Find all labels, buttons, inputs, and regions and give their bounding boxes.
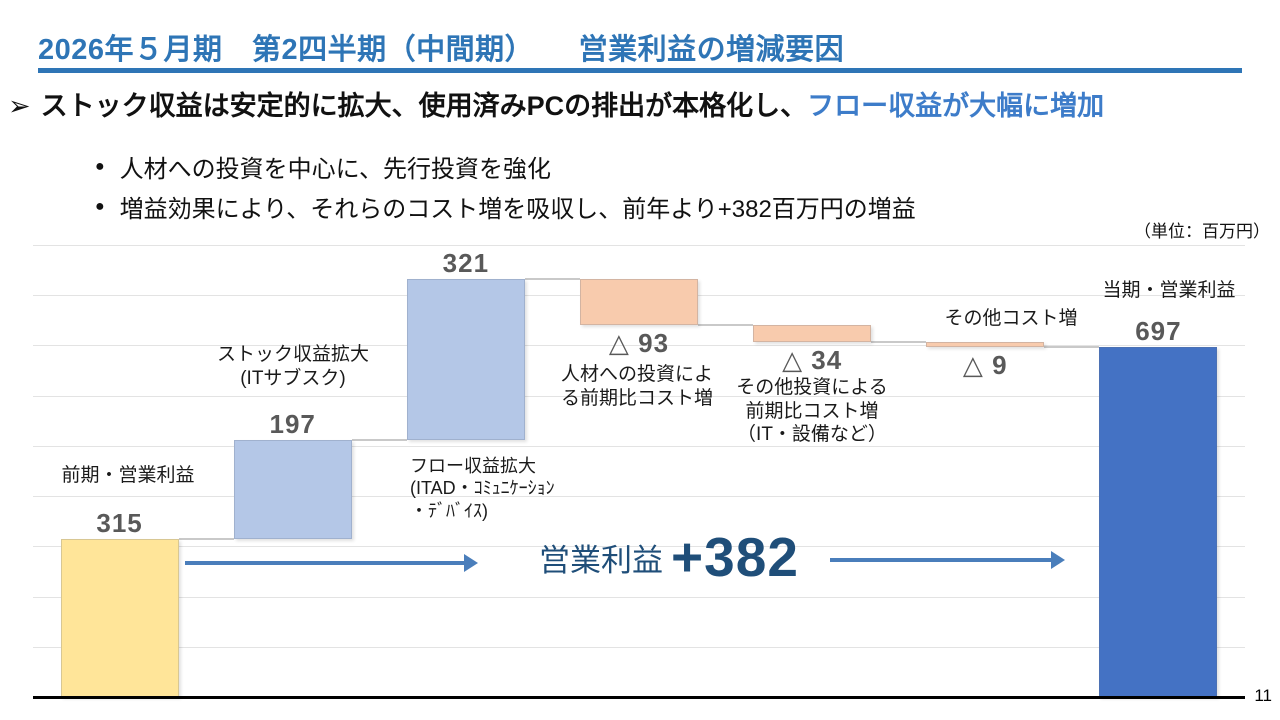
bullet-item: ● 増益効果により、それらのコスト増を吸収し、前年より+382百万円の増益 [95,189,916,224]
x-axis-line [33,696,1245,699]
lead-statement: ➢ ストック収益は安定的に拡大、使用済みPCの排出が本格化し、フロー収益が大幅に… [8,90,1104,124]
waterfall-connector [524,277,580,280]
waterfall-bar [406,278,525,440]
bullet-text: 人材への投資を中心に、先行投資を強化 [119,156,551,183]
bar-category-label: 前期・営業利益 [0,464,288,488]
bar-value-label: △ 9 [962,349,1008,380]
page-title: 2026年５月期 第2四半期（中間期） 営業利益の増減要因 [38,34,845,66]
bullet-text: 増益効果により、それらのコスト増を吸収し、前年より+382百万円の増益 [119,196,916,223]
gridline [33,345,1245,347]
page-number: 11 [1254,686,1272,705]
bar-value-label: 697 [1135,315,1182,346]
waterfall-bar [753,325,872,343]
waterfall-chart: 315 前期・営業利益 197 ストック収益拡大 (ITサブスク) 321 フロー収益拡大(… [33,243,1245,713]
unit-note: （単位：百万円） [1134,222,1270,241]
gridline [33,245,1245,246]
bar-category-label-line: （IT・設備など） [737,424,887,446]
bar-category-label-line: 前期・営業利益 [61,465,195,486]
bar-category-label-line: る前期比コスト増 [560,387,713,409]
waterfall-connector [351,438,407,441]
waterfall-connector [178,537,234,540]
waterfall-bar [926,342,1045,347]
bar-category-label-line: ストック収益拡大 [216,344,369,365]
bar-category-label-line: ・ﾃﾞﾊﾞｲｽ) [410,500,488,521]
bar-category-label-line: 人材への投資によ [560,364,713,385]
title-underline [38,68,1242,73]
waterfall-connector [1044,345,1100,348]
profit-change-annotation: 営業利益 +382 [501,526,837,588]
bar-category-label-line: (ITAD・ｺﾐｭﾆｹｰｼｮﾝ [410,478,555,499]
waterfall-connector [698,324,754,327]
waterfall-bar [60,538,179,697]
gridline [33,546,1245,548]
bar-category-label-line: (ITサブスク) [240,367,346,389]
bar-value-label: △ 93 [608,328,670,359]
bar-category-label: その他コスト増 [851,307,1171,331]
arrow-right-icon [830,551,1065,569]
bar-category-label-line: その他コスト増 [944,308,1078,329]
dot-bullet-icon: ● [95,197,105,215]
gridline [33,596,1245,598]
lead-text: ストック収益は安定的に拡大、使用済みPCの排出が本格化し、フロー収益が大幅に増加 [41,90,1105,124]
bar-category-label-line: フロー収益拡大 [410,456,536,476]
arrow-right-icon [185,554,478,572]
gridline [33,445,1245,447]
bar-category-label-line: 前期比コスト増 [745,400,879,422]
waterfall-bar [580,278,698,326]
bar-value-label: △ 34 [782,345,843,376]
bar-category-label: その他投資による 前期比コスト増 （IT・設備など） [652,376,972,447]
bar-category-label-line: 当期・営業利益 [1102,280,1236,301]
gridline [33,395,1245,397]
bullet-item: ● 人材への投資を中心に、先行投資を強化 [95,149,551,184]
lead-text-highlight: フロー収益が大幅に増加 [807,91,1105,121]
arrowhead-bullet-icon: ➢ [8,91,31,121]
annotation-label: 営業利益 [539,542,664,578]
gridline [33,496,1245,498]
dot-bullet-icon: ● [95,157,105,175]
annotation-value: +382 [671,526,799,588]
lead-text-black: ストック収益は安定的に拡大、使用済みPCの排出が本格化し、 [40,91,808,121]
bar-category-label: ストック収益拡大 (ITサブスク) [133,343,453,390]
gridline [33,646,1245,648]
waterfall-connector [871,341,927,344]
waterfall-bar [233,439,352,539]
bar-category-label: フロー収益拡大 (ITAD・ｺﾐｭﾆｹｰｼｮﾝ ・ﾃﾞﾊﾞｲｽ) [410,455,555,522]
bar-category-label: 当期・営業利益 [1009,279,1280,303]
bar-value-label: 197 [269,408,316,439]
bar-category-label-line: その他投資による [736,377,888,398]
bar-category-label: 人材への投資によ る前期比コスト増 [477,363,797,410]
bar-value-label: 315 [96,507,143,538]
waterfall-bar [1099,346,1218,697]
bar-value-label: 321 [442,247,490,278]
